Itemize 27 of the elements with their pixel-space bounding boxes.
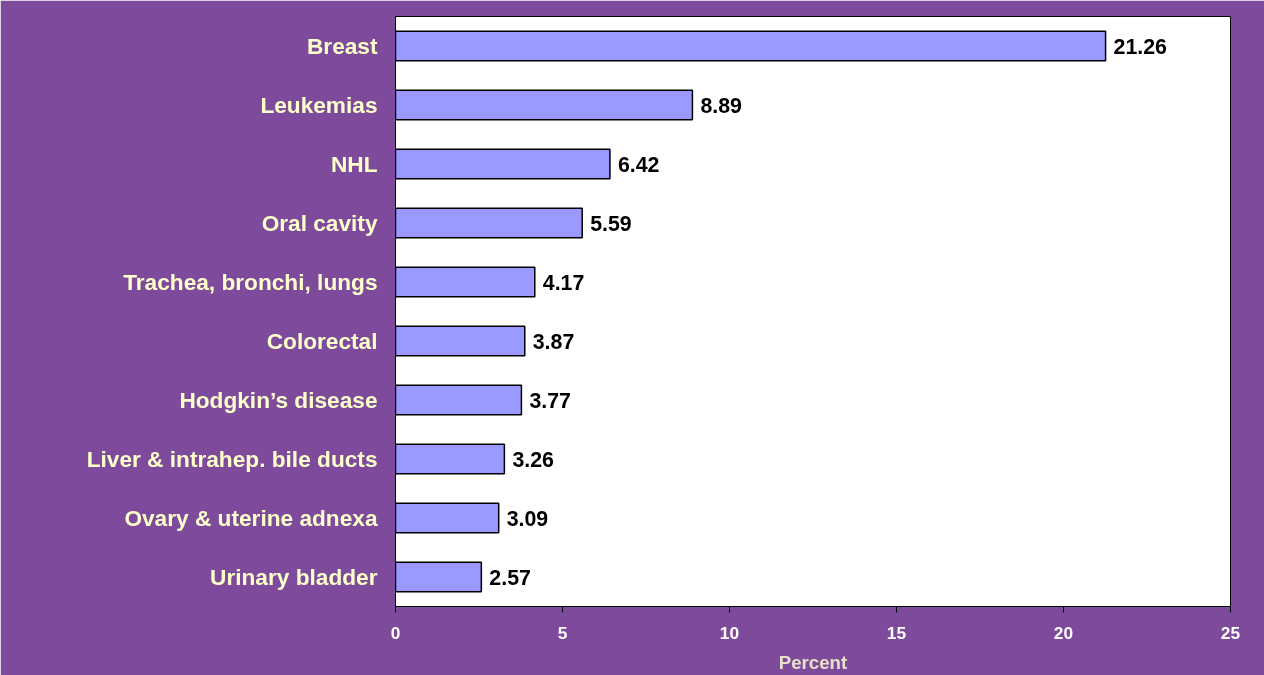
x-tick-label: 0 <box>390 622 401 643</box>
y-tick-label: NHL <box>330 151 378 177</box>
y-tick-label: Hodgkin’s disease <box>179 387 378 413</box>
x-tick-label: 5 <box>557 622 568 643</box>
x-tick-label: 15 <box>886 622 907 643</box>
data-label: 2.57 <box>489 565 531 590</box>
y-tick-label: Liver & intrahep. bile ducts <box>86 446 378 472</box>
y-tick-label: Ovary & uterine adnexa <box>124 505 378 531</box>
y-tick-label: Oral cavity <box>261 210 378 236</box>
data-label: 5.59 <box>590 211 632 236</box>
data-label: 21.26 <box>1113 34 1168 59</box>
data-label: 6.42 <box>617 152 660 177</box>
y-tick-label: Trachea, bronchi, lungs <box>123 269 378 295</box>
x-axis-title: Percent <box>778 651 848 673</box>
data-label: 4.17 <box>542 270 585 295</box>
data-label: 3.87 <box>532 329 575 354</box>
data-label: 3.26 <box>512 447 555 472</box>
x-tick-label: 10 <box>719 622 740 643</box>
data-label: 3.77 <box>529 388 571 413</box>
y-tick-label: Colorectal <box>266 328 378 354</box>
data-label: 8.89 <box>700 93 743 118</box>
x-tick-label: 25 <box>1220 622 1241 643</box>
y-tick-label: Urinary bladder <box>210 564 378 590</box>
y-tick-label: Breast <box>306 33 378 59</box>
data-label: 3.09 <box>506 506 549 531</box>
y-tick-label: Leukemias <box>260 92 378 118</box>
x-tick-label: 20 <box>1053 622 1074 643</box>
